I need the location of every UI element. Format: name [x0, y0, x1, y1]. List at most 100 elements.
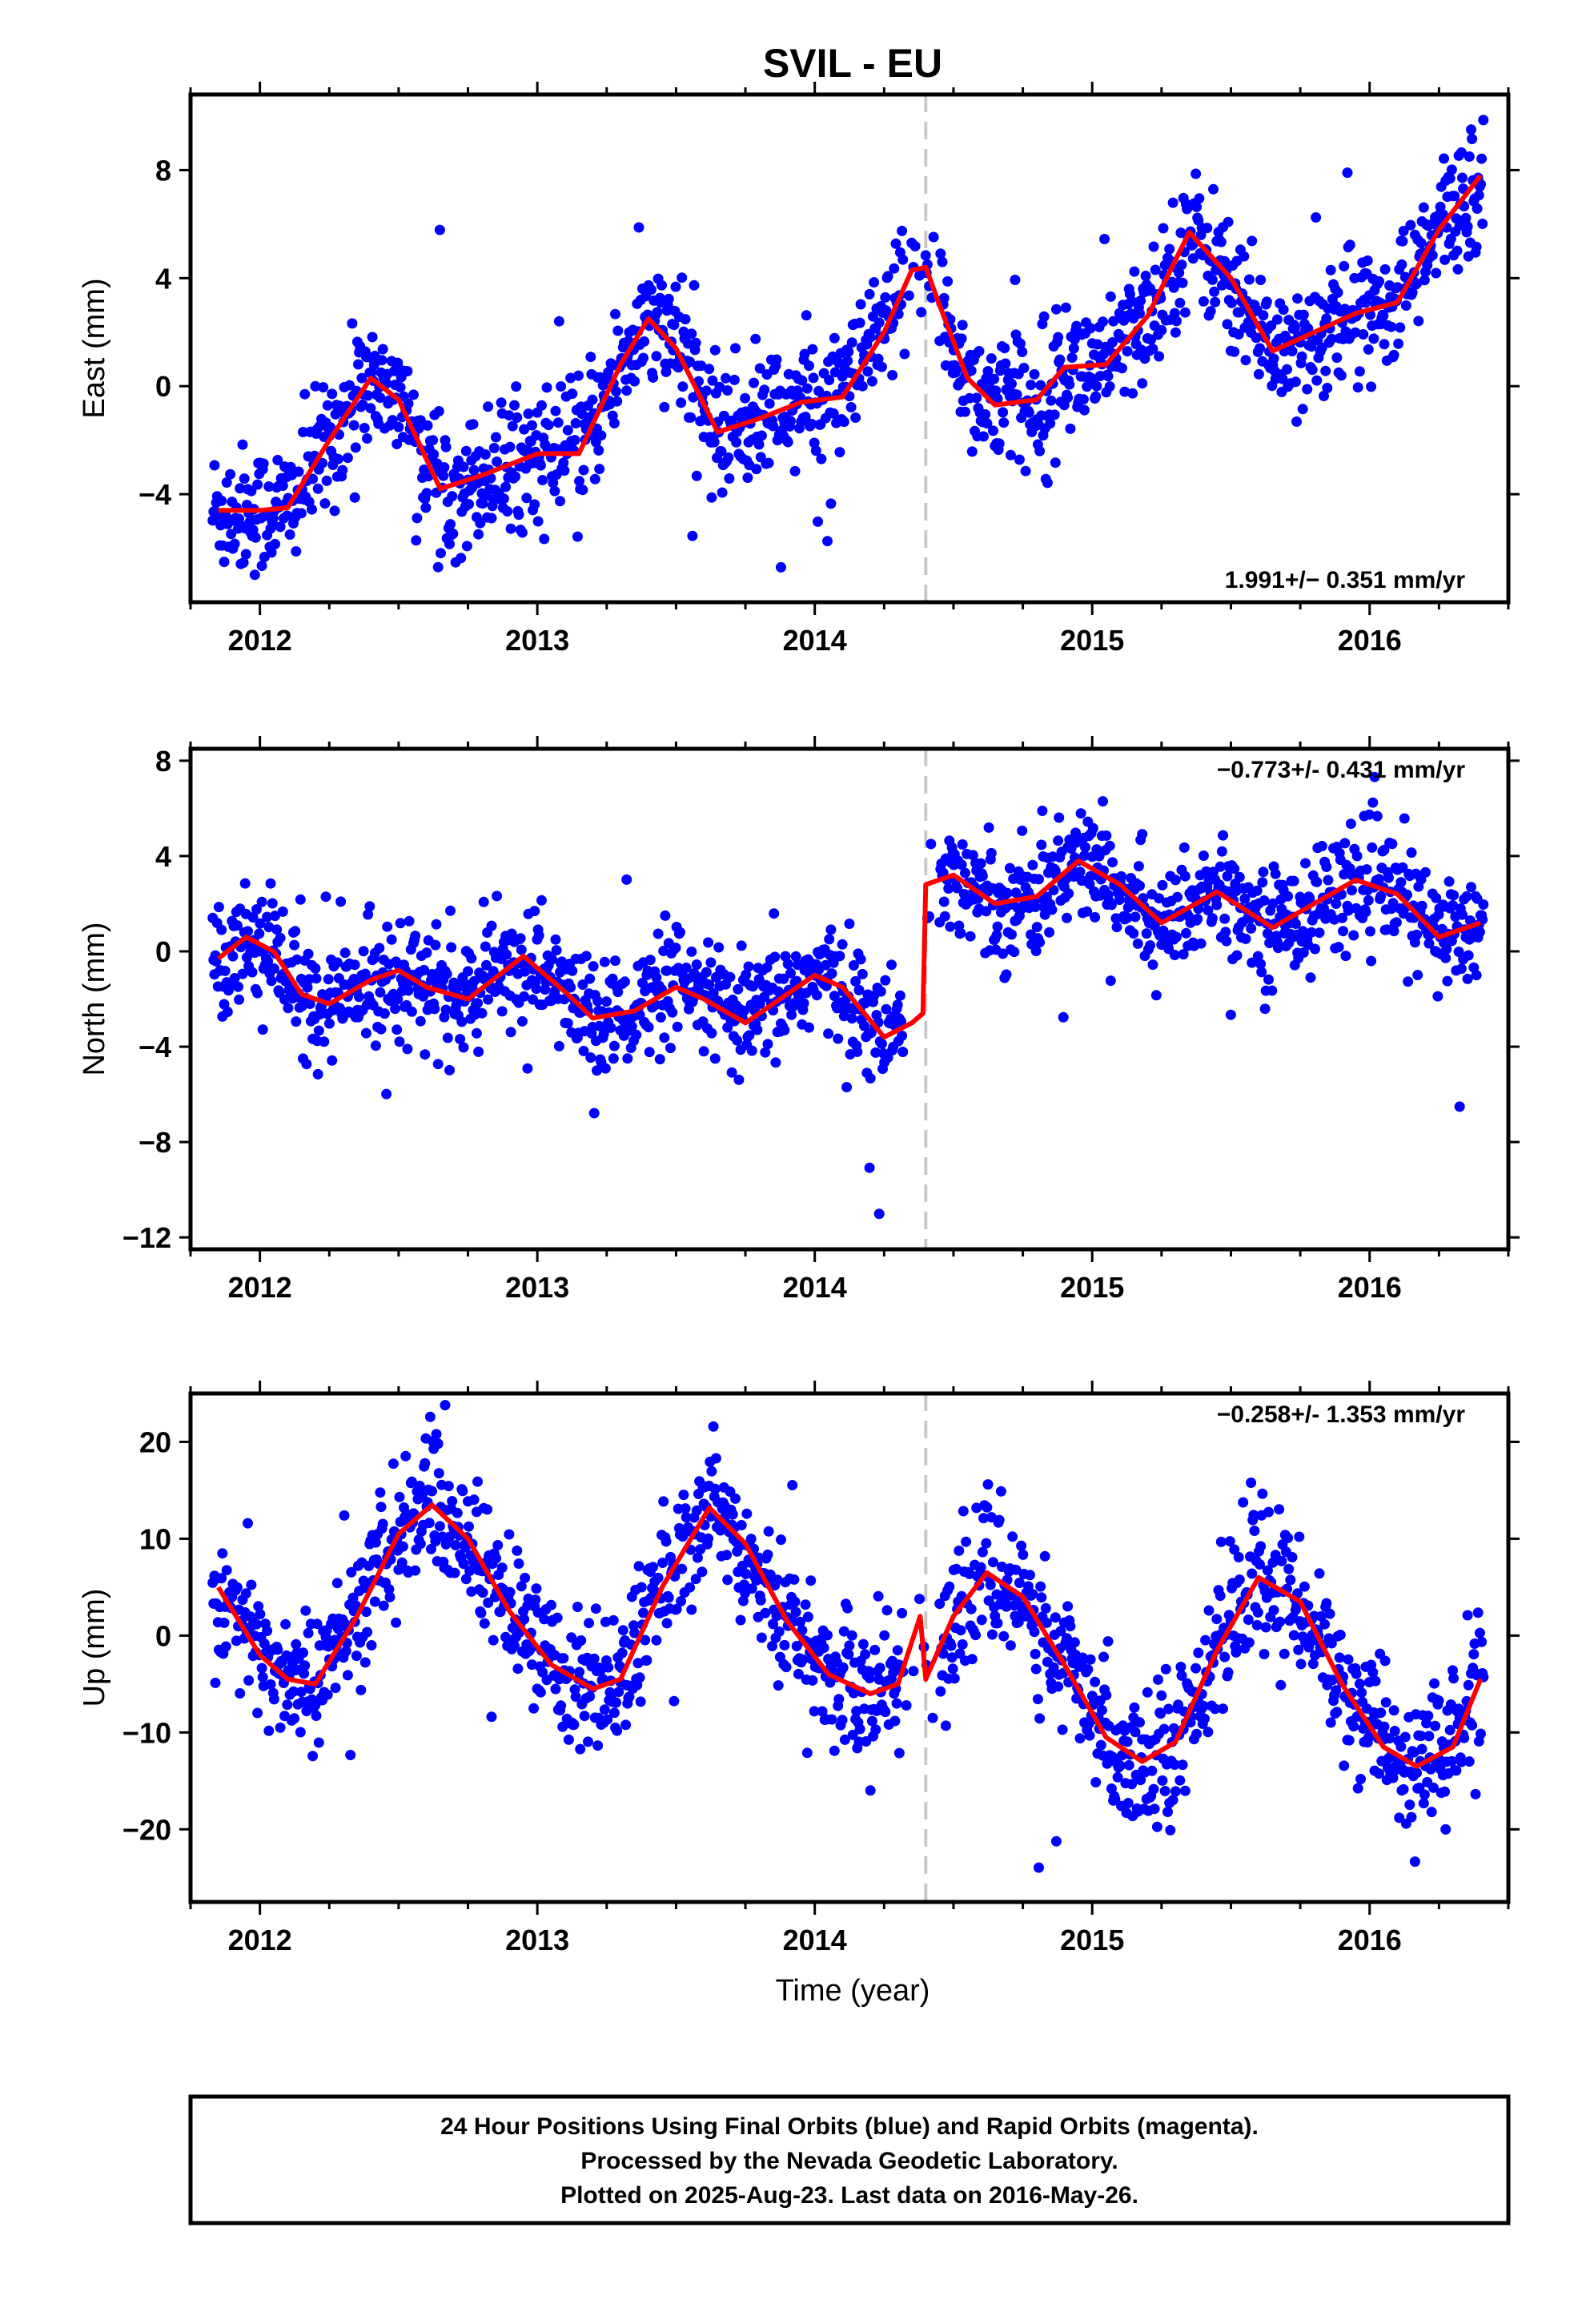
east-data-point — [1268, 353, 1279, 364]
east-data-point — [974, 346, 985, 356]
up-data-point — [1398, 1783, 1409, 1795]
north-data-point — [1270, 868, 1281, 879]
chart-title: SVIL - EU — [763, 41, 942, 86]
north-data-point — [1441, 943, 1452, 955]
up-data-point — [818, 1642, 829, 1654]
up-data-point — [530, 1594, 541, 1606]
north-data-point — [824, 934, 835, 945]
east-data-point — [822, 536, 833, 547]
north-data-point — [785, 967, 796, 979]
east-data-point — [1379, 263, 1391, 275]
east-data-point — [1171, 316, 1182, 327]
east-data-point — [865, 332, 876, 343]
north-data-point — [1090, 911, 1101, 923]
up-data-point — [1430, 1720, 1441, 1731]
up-data-point — [1191, 1728, 1203, 1739]
north-y-tick-label: −12 — [122, 1221, 171, 1254]
east-data-point — [510, 471, 521, 482]
x-axis-title: Time (year) — [776, 1974, 930, 2008]
up-data-point — [1014, 1578, 1025, 1588]
up-data-point — [427, 1486, 437, 1497]
up-data-point — [837, 1715, 848, 1726]
east-data-point — [1466, 124, 1476, 135]
north-data-point — [229, 973, 240, 983]
north-data-point — [1017, 825, 1028, 836]
east-data-point — [1307, 364, 1318, 376]
up-data-point — [1334, 1652, 1345, 1663]
east-data-point — [714, 381, 725, 392]
up-data-point — [231, 1635, 242, 1647]
up-data-point — [710, 1453, 721, 1464]
up-model-fit-line — [216, 1502, 1484, 1769]
east-x-tick-label: 2014 — [783, 624, 847, 657]
north-data-point — [705, 957, 717, 968]
north-data-point — [926, 838, 937, 850]
east-data-point — [843, 346, 854, 357]
up-data-point — [447, 1496, 458, 1506]
east-data-point — [362, 433, 372, 444]
east-data-point — [1010, 275, 1021, 285]
up-data-point — [955, 1625, 966, 1636]
north-data-point — [658, 946, 669, 956]
east-data-point — [1222, 319, 1233, 330]
north-data-point — [320, 891, 331, 903]
north-data-point — [1231, 950, 1243, 961]
up-data-point — [519, 1614, 530, 1625]
north-data-point — [386, 934, 397, 945]
up-data-point — [636, 1582, 647, 1593]
east-data-point — [957, 320, 968, 331]
up-data-point — [947, 1663, 958, 1675]
east-data-point — [1471, 241, 1482, 252]
up-data-point — [1158, 1723, 1170, 1735]
east-data-point — [1282, 364, 1292, 375]
north-data-point — [1221, 935, 1232, 947]
east-data-point — [1064, 379, 1075, 390]
east-data-point — [834, 447, 845, 458]
up-data-point — [1170, 1786, 1181, 1797]
up-data-point — [1165, 1824, 1176, 1835]
north-data-point — [1442, 975, 1453, 987]
up-data-point — [1098, 1651, 1109, 1663]
up-data-point — [957, 1638, 968, 1650]
up-data-point — [633, 1561, 644, 1572]
north-data-point — [363, 909, 374, 920]
east-data-point — [395, 382, 406, 393]
up-data-point — [1077, 1652, 1088, 1663]
north-data-point — [533, 930, 544, 941]
north-data-point — [1448, 890, 1460, 901]
north-data-point — [506, 928, 517, 939]
east-data-point — [393, 421, 404, 432]
north-data-point — [704, 979, 715, 990]
north-data-point — [1170, 875, 1181, 886]
up-data-point — [1255, 1559, 1265, 1570]
east-data-point — [1154, 351, 1165, 362]
north-data-point — [1246, 923, 1257, 934]
north-data-point — [1147, 959, 1158, 971]
north-data-point — [725, 971, 736, 983]
north-data-point — [310, 963, 321, 974]
east-data-point — [322, 400, 333, 411]
east-data-point — [1062, 392, 1074, 403]
up-data-point — [1274, 1504, 1285, 1515]
east-data-point — [709, 436, 720, 448]
up-data-point — [1200, 1634, 1211, 1646]
north-data-point — [565, 982, 576, 993]
east-data-point — [920, 250, 931, 261]
up-data-point — [482, 1504, 493, 1515]
up-data-point — [1029, 1626, 1040, 1638]
east-data-point — [1350, 327, 1361, 338]
north-data-point — [1082, 906, 1093, 917]
east-data-point — [1311, 212, 1322, 223]
up-points — [207, 1400, 1489, 1873]
up-data-point — [1293, 1644, 1304, 1655]
north-data-point — [651, 972, 662, 983]
up-data-point — [1283, 1533, 1294, 1543]
north-data-point — [1290, 919, 1301, 929]
east-data-point — [862, 366, 873, 377]
east-data-point — [357, 399, 368, 410]
up-data-point — [535, 1687, 546, 1698]
east-data-point — [1239, 251, 1250, 262]
east-data-point — [317, 457, 328, 468]
up-data-point — [1319, 1618, 1331, 1630]
north-data-point — [1101, 830, 1112, 841]
